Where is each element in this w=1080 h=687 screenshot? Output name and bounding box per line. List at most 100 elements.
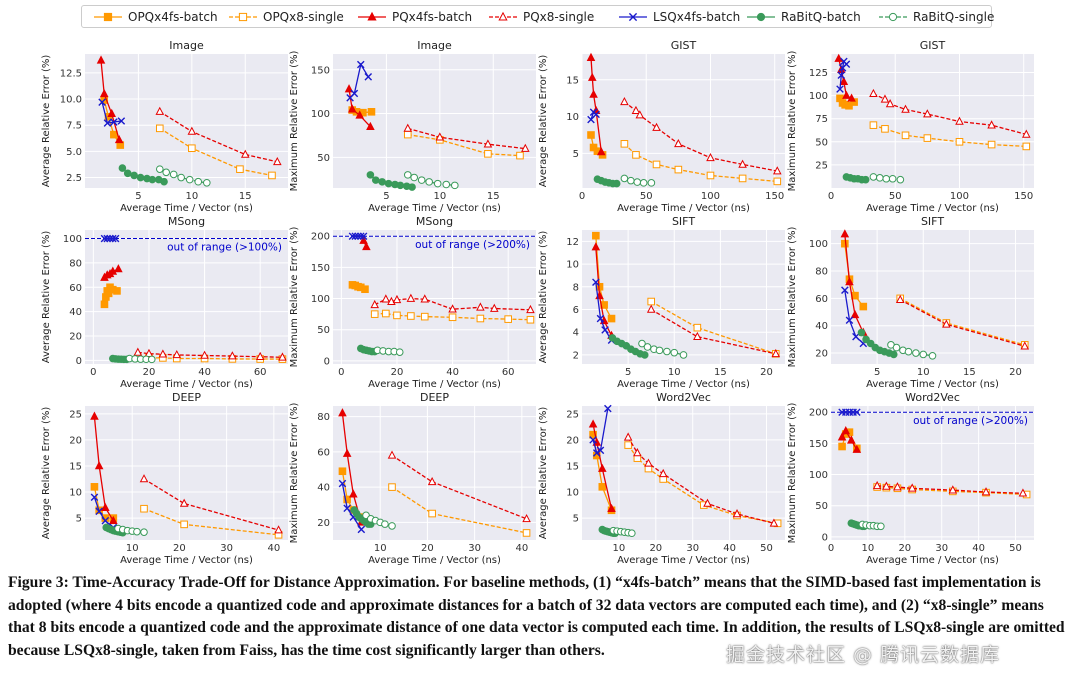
legend-label: PQx8-single xyxy=(523,10,595,24)
data-point xyxy=(351,232,360,241)
data-point xyxy=(139,474,149,483)
data-point xyxy=(948,485,958,494)
data-point xyxy=(344,84,354,93)
x-tick-label: 20 xyxy=(649,543,662,554)
series-group xyxy=(403,171,459,190)
series-group xyxy=(869,88,1031,138)
data-point xyxy=(652,160,661,169)
chart-svg: 5 10 15 20 2 4 6 8 10 12 SIFT Average Time / Vector… xyxy=(538,215,785,390)
data-point xyxy=(592,449,601,457)
data-point xyxy=(679,351,688,359)
series-group xyxy=(388,483,531,537)
x-axis-label: Average Time / Vector (ns) xyxy=(368,379,501,390)
series-group xyxy=(90,411,118,525)
x-tick-label: 100 xyxy=(701,191,720,202)
x-tick-label: 60 xyxy=(254,367,267,378)
data-point xyxy=(103,234,112,243)
data-point xyxy=(273,156,282,166)
series-group xyxy=(620,140,782,186)
legend-marker xyxy=(367,11,377,21)
data-point xyxy=(869,173,878,181)
data-point xyxy=(647,179,656,187)
data-point xyxy=(504,315,512,323)
data-point xyxy=(644,458,653,467)
x-tick-label: 15 xyxy=(487,191,500,202)
data-point xyxy=(620,140,629,148)
x-axis-label: Average Time / Vector (ns) xyxy=(617,203,750,214)
data-point xyxy=(408,183,416,191)
legend-marker xyxy=(756,12,766,22)
y-tick-label: 150 xyxy=(809,439,828,450)
data-point xyxy=(516,151,524,160)
data-point xyxy=(592,278,600,287)
data-point xyxy=(881,125,889,133)
data-point xyxy=(607,503,616,513)
data-point xyxy=(638,339,646,348)
data-point xyxy=(111,234,120,243)
chart-title: Word2Vec xyxy=(905,391,960,404)
legend-swatch xyxy=(489,11,517,21)
data-point xyxy=(631,105,641,114)
data-point xyxy=(834,53,844,62)
x-tick-label: 30 xyxy=(686,543,699,554)
data-point xyxy=(842,60,851,68)
data-point xyxy=(987,120,996,129)
data-point xyxy=(869,88,878,98)
data-point xyxy=(904,347,913,356)
series-group xyxy=(609,526,636,538)
series-group xyxy=(155,106,282,166)
data-point xyxy=(889,350,898,359)
x-axis-label: Average Time / Vector (ns) xyxy=(866,555,999,566)
data-point xyxy=(981,487,991,496)
data-point xyxy=(955,137,964,146)
data-point xyxy=(361,285,369,294)
x-tick-label: 100 xyxy=(950,191,969,202)
chart-svg: 5 10 15 2.5 5.0 7.5 10.0 12.5 Image Average Time … xyxy=(41,39,288,214)
legend-swatch xyxy=(879,12,907,22)
data-point xyxy=(94,461,104,470)
data-point xyxy=(155,106,165,115)
data-point xyxy=(425,178,433,186)
data-point xyxy=(343,495,351,504)
x-tick-label: 15 xyxy=(714,367,727,378)
y-tick-label: 75 xyxy=(815,114,828,125)
data-point xyxy=(526,304,535,314)
data-point xyxy=(872,480,882,490)
data-point xyxy=(892,343,901,352)
series-line xyxy=(159,127,273,177)
data-point xyxy=(343,504,351,513)
plot-area xyxy=(333,230,536,364)
data-point xyxy=(738,159,747,168)
data-point xyxy=(359,235,368,244)
data-point xyxy=(338,479,347,488)
y-tick-label: 25 xyxy=(69,409,82,420)
chart-title: SIFT xyxy=(921,215,944,228)
data-point xyxy=(773,177,782,186)
series-group xyxy=(838,408,861,417)
data-point xyxy=(133,527,141,536)
data-point xyxy=(663,347,671,356)
series-group xyxy=(837,426,862,453)
series-group xyxy=(370,293,535,314)
data-point xyxy=(923,134,932,142)
chart-panel: 10 20 30 40 20 40 60 80 DEEP Average Time / Vecto… xyxy=(283,390,546,574)
data-point xyxy=(633,448,642,457)
data-point xyxy=(162,168,170,177)
legend-marker xyxy=(498,11,508,21)
x-tick-label: 20 xyxy=(760,367,773,378)
series-group xyxy=(370,309,535,324)
legend-label: RaBitQ-batch xyxy=(781,10,861,24)
series-group xyxy=(357,344,379,356)
y-axis-label: Maximum Relative Error (%) xyxy=(787,227,798,368)
data-point xyxy=(133,347,143,356)
data-point xyxy=(357,232,365,241)
data-point xyxy=(200,350,209,359)
x-axis-label: Average Time / Vector (ns) xyxy=(866,379,999,390)
out-of-range-label: out of range (>200%) xyxy=(913,415,1028,427)
y-tick-label: 10 xyxy=(69,488,82,499)
data-point xyxy=(407,312,415,320)
data-point xyxy=(589,89,598,98)
data-point xyxy=(841,426,851,435)
y-axis-label: Average Relative Error (%) xyxy=(538,231,549,364)
y-tick-label: 10.0 xyxy=(60,95,82,106)
